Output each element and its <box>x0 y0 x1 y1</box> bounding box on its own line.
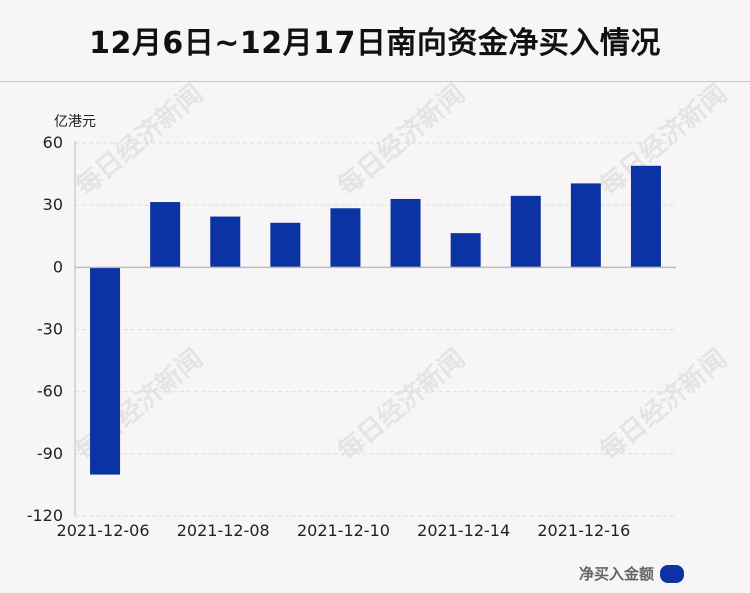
x-tick-label: 2021-12-08 <box>177 521 270 540</box>
bar <box>150 202 181 268</box>
bar <box>510 195 541 268</box>
bar <box>450 233 481 268</box>
x-tick-label: 2021-12-10 <box>297 521 390 540</box>
y-tick-label: 60 <box>43 133 63 152</box>
legend-label: 净买入金额 <box>578 565 654 583</box>
bar <box>570 183 601 268</box>
bar <box>330 208 361 268</box>
legend: 净买入金额 <box>579 563 684 584</box>
y-tick-label: 30 <box>43 195 63 214</box>
y-tick-label: -30 <box>37 320 63 339</box>
y-tick-label: -60 <box>37 382 63 401</box>
y-axis-unit: 亿港元 <box>54 114 96 130</box>
legend-swatch <box>660 564 684 583</box>
bar <box>210 216 241 268</box>
x-tick-label: 2021-12-14 <box>417 521 510 540</box>
y-tick-label: -90 <box>37 444 63 463</box>
y-tick-label: -120 <box>27 506 63 525</box>
bar <box>90 267 121 475</box>
chart-title: 12月6日~12月17日南向资金净买入情况 <box>89 26 661 61</box>
title-divider <box>0 81 750 82</box>
x-tick-label: 2021-12-16 <box>537 521 630 540</box>
bar <box>270 222 301 268</box>
bar <box>390 198 421 268</box>
bar <box>630 165 661 268</box>
y-tick-label: 0 <box>53 257 63 276</box>
x-tick-label: 2021-12-06 <box>57 521 150 540</box>
